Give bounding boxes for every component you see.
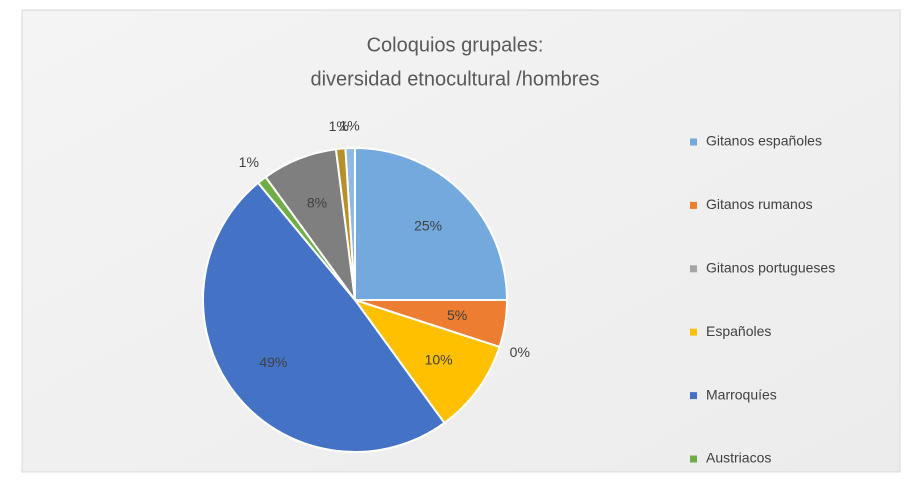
legend-swatch [690,392,697,400]
data-label: 25% [414,218,442,234]
data-label: 8% [307,195,327,211]
legend-label: Gitanos españoles [706,133,822,149]
legend-label: Españoles [706,323,771,339]
chart-title: Coloquios grupales: [367,34,544,56]
pie-slice [354,146,509,301]
data-label: 49% [259,354,287,370]
data-label: 1% [329,118,349,134]
legend-swatch [690,138,697,146]
data-label: 10% [425,351,453,367]
data-label: 1% [339,118,359,134]
legend-swatch [690,265,697,273]
data-label: 1% [239,154,259,170]
legend-label: Austriacos [706,450,771,466]
pie-slice [344,146,356,301]
pie-slice [202,181,446,453]
data-label: 5% [447,307,467,323]
legend-swatch [690,201,697,209]
legend-swatch [690,328,697,336]
legend-swatch [690,455,697,463]
legend-label: Marroquíes [706,386,777,402]
legend-label: Gitanos portugueses [706,260,835,276]
data-label: 0% [510,344,530,360]
pie-slice [352,298,501,425]
legend-label: Gitanos rumanos [706,196,813,212]
chart-title: diversidad etnocultural /hombres [310,68,599,90]
